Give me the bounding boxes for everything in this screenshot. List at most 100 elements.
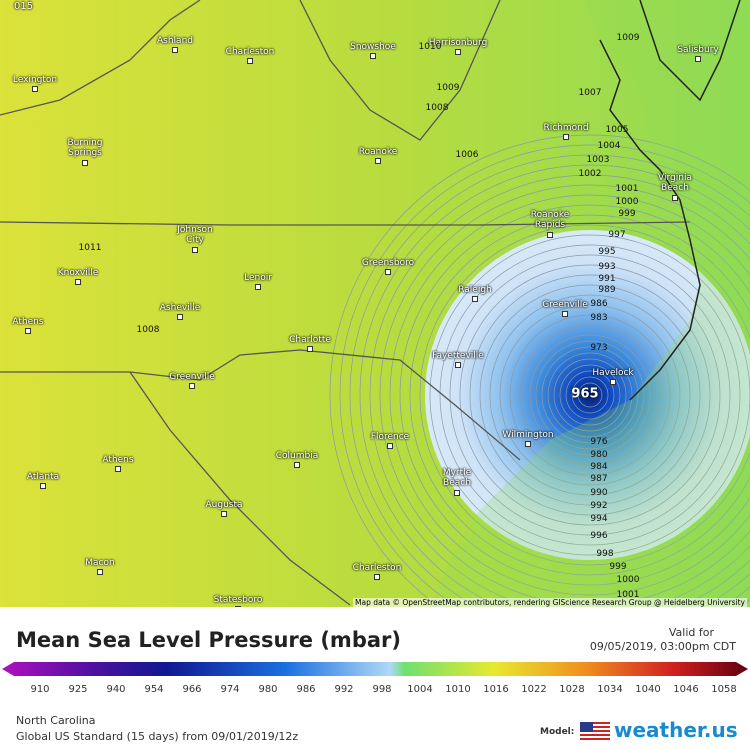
isobar-label: 1005 <box>605 125 629 135</box>
city-marker <box>247 58 253 64</box>
isobar-label: 997 <box>608 230 626 240</box>
scale-label: 940 <box>106 684 125 695</box>
isobar-label: 991 <box>598 274 616 284</box>
isobar-label: 998 <box>596 549 614 559</box>
city-label: Greenville <box>542 300 588 310</box>
city-marker <box>454 490 460 496</box>
isobar <box>359 164 750 607</box>
state-borders <box>0 0 691 606</box>
scale-label: 1046 <box>673 684 698 695</box>
city-label: Raleigh <box>458 285 492 295</box>
isobar-label: 1003 <box>586 155 610 165</box>
isobar <box>409 214 750 576</box>
isobar-label: 989 <box>598 285 616 295</box>
city-label: Charleston <box>352 563 402 573</box>
isobar-label: 983 <box>590 313 608 323</box>
color-scale: 910 925 940 954 966 974 980 986 992 998 1004 1010 10… <box>2 662 748 695</box>
city-marker <box>547 232 553 238</box>
isobar <box>529 334 651 456</box>
city-label: Knoxville <box>57 268 99 278</box>
scale-label: 1028 <box>559 684 584 695</box>
isobar-label: 1008 <box>136 325 160 335</box>
city-label: Lexington <box>12 75 58 85</box>
city-marker <box>455 49 461 55</box>
isobar-label: 999 <box>609 562 627 572</box>
isobars <box>329 134 750 607</box>
scale-label: 1058 <box>711 684 736 695</box>
scale-label: 986 <box>296 684 315 695</box>
scale-label: 1016 <box>483 684 508 695</box>
isobar <box>389 194 750 596</box>
city-label: Burning Springs <box>67 138 103 158</box>
isobar <box>399 204 750 586</box>
city-label: Athens <box>12 317 44 327</box>
city-marker <box>387 443 393 449</box>
city-marker <box>455 362 461 368</box>
scale-label: 1034 <box>597 684 622 695</box>
valid-time: 09/05/2019, 03:00pm CDT <box>589 640 736 653</box>
scale-label: 998 <box>372 684 391 695</box>
isobar-label: 984 <box>590 462 608 472</box>
corner-label: 015 <box>14 1 34 12</box>
city-label: Charlotte <box>289 335 331 345</box>
city-marker <box>75 279 81 285</box>
city-marker <box>40 483 46 489</box>
isobar-label: 1009 <box>436 83 460 93</box>
scale-label: 1004 <box>407 684 432 695</box>
city-marker <box>82 160 88 166</box>
attribution: Map data © OpenStreetMap contributors, r… <box>353 598 747 607</box>
map-canvas <box>0 0 750 607</box>
city-label: Roanoke Rapids <box>530 210 570 230</box>
isobar <box>349 154 750 607</box>
isobar-label: 980 <box>590 450 608 460</box>
isobar-label: 993 <box>598 262 616 272</box>
city-marker <box>192 247 198 253</box>
isobar <box>499 304 681 486</box>
isobar-label: 1002 <box>578 169 602 179</box>
city-label: Florence <box>370 432 410 442</box>
isobar <box>547 352 633 438</box>
isobar <box>419 224 750 566</box>
isobar <box>469 274 711 516</box>
city-marker <box>32 86 38 92</box>
isobar <box>509 314 671 476</box>
isobar-label: 996 <box>590 531 608 541</box>
isobar-label: 1004 <box>597 141 621 151</box>
city-marker <box>672 195 678 201</box>
city-label: Roanoke <box>358 147 398 157</box>
city-marker <box>255 284 261 290</box>
isobar <box>553 358 627 432</box>
city-marker <box>563 134 569 140</box>
city-marker <box>472 296 478 302</box>
isobar <box>535 340 645 450</box>
city-marker <box>172 47 178 53</box>
isobar-label: 995 <box>598 247 616 257</box>
city-label: Virginia Beach <box>658 173 692 193</box>
city-label: Greenville <box>169 372 215 382</box>
coastline <box>639 0 741 102</box>
city-marker <box>375 158 381 164</box>
isobar-label: 992 <box>590 501 608 511</box>
flag-icon <box>580 722 610 740</box>
scale-label: 910 <box>30 684 49 695</box>
isobar <box>479 284 701 506</box>
city-marker <box>525 441 531 447</box>
city-marker <box>610 379 616 385</box>
city-label: Ashland <box>157 36 193 46</box>
isobar <box>369 174 750 607</box>
city-label: Snowshoe <box>350 42 396 52</box>
scale-label: 954 <box>144 684 163 695</box>
city-label: Charleston <box>225 47 275 57</box>
scale-label: 992 <box>334 684 353 695</box>
isobar <box>489 294 691 496</box>
city-marker <box>385 269 391 275</box>
isobar-label: 987 <box>590 474 608 484</box>
isobar-label: 1001 <box>616 590 640 600</box>
city-marker <box>177 314 183 320</box>
isobar <box>565 370 615 420</box>
city-marker <box>115 466 121 472</box>
map: Ashland Charleston Snowshoe Harrisonburg Lex… <box>0 0 750 607</box>
isobar <box>439 244 741 546</box>
isobar-label: 1009 <box>616 33 640 43</box>
isobar <box>541 346 639 444</box>
